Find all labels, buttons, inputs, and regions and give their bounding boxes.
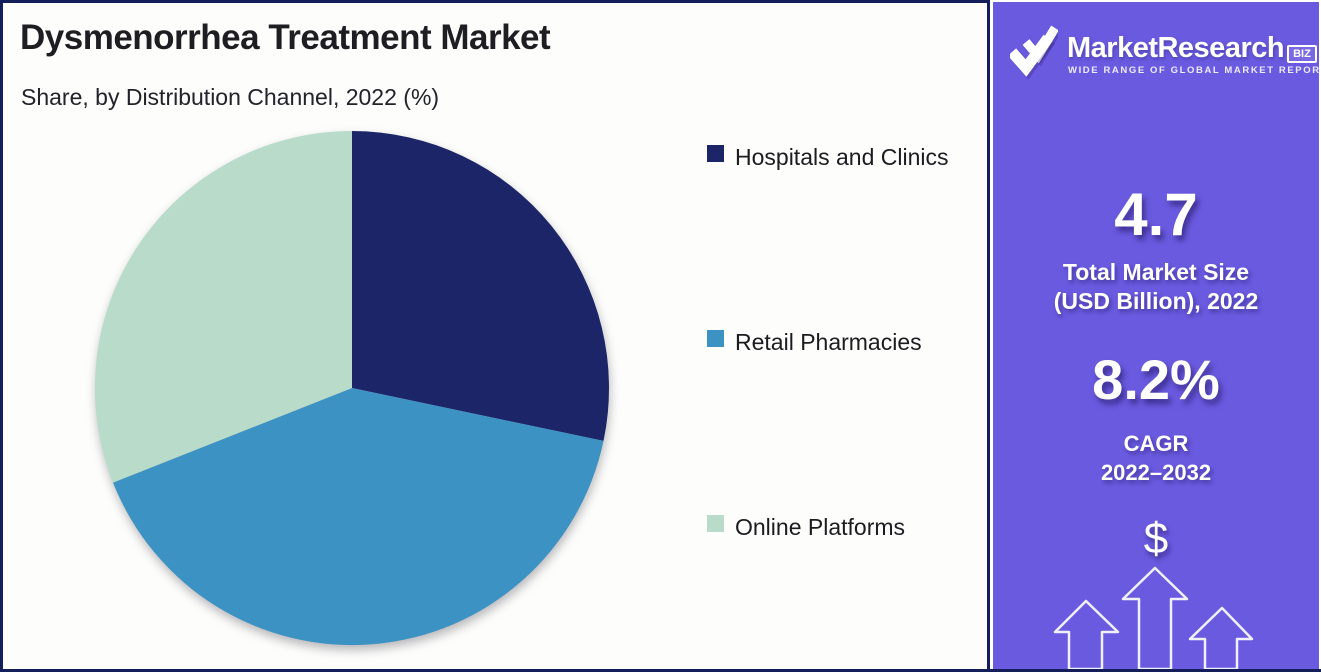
market-size-label: Total Market Size (USD Billion), 2022 — [993, 258, 1319, 317]
legend-swatch-icon — [707, 330, 724, 348]
legend-item: Retail Pharmacies — [707, 325, 963, 361]
pie-chart — [94, 131, 610, 646]
double-checkmark-icon — [1010, 25, 1058, 80]
dollar-icon: $ — [1143, 514, 1169, 563]
pie-chart-container — [93, 129, 611, 647]
legend-label: Hospitals and Clinics — [735, 144, 949, 170]
brand-wordmark: MarketResearch BIZ — [1067, 32, 1317, 65]
market-size-value: 4.7 — [1114, 181, 1198, 248]
sidebar: MarketResearch BIZ WIDE RANGE OF GLOBAL M… — [993, 2, 1321, 669]
legend: Hospitals and Clinics Retail Pharmacies On… — [707, 140, 963, 546]
chart-area: Dysmenorrhea Treatment Market Share, by … — [0, 0, 990, 672]
page-title: Dysmenorrhea Treatment Market — [20, 18, 551, 57]
legend-swatch-icon — [707, 145, 724, 162]
pie-slice-2 — [113, 388, 604, 646]
brand-tagline: WIDE RANGE OF GLOBAL MARKET REPORTS — [1068, 65, 1321, 76]
pie-slice-3 — [94, 131, 353, 483]
pie-slice-1 — [352, 131, 610, 441]
legend-label: Retail Pharmacies — [735, 329, 922, 356]
growth-arrows-icon — [1053, 566, 1254, 669]
brand-logo: MarketResearch BIZ WIDE RANGE OF GLOBAL M… — [1005, 22, 1321, 84]
legend-swatch-icon — [707, 515, 724, 533]
cagr-label-line1: CAGR — [1123, 431, 1189, 456]
chart-subtitle: Share, by Distribution Channel, 2022 (%) — [21, 84, 440, 110]
legend-item: Hospitals and Clinics — [707, 140, 963, 176]
market-size-label-line1: Total Market Size — [1062, 259, 1250, 285]
biz-badge: BIZ — [1287, 45, 1317, 63]
cagr-value: 8.2% — [1092, 348, 1220, 411]
cagr-label-line2: 2022–2032 — [1100, 459, 1212, 485]
bottom-border — [0, 669, 1321, 672]
brand-name: MarketResearch — [1067, 32, 1285, 64]
cagr-label: CAGR 2022–2032 — [993, 430, 1319, 487]
legend-label: Online Platforms — [735, 514, 906, 541]
legend-item: Online Platforms — [707, 510, 963, 546]
market-size-label-line2: (USD Billion), 2022 — [1053, 288, 1259, 315]
